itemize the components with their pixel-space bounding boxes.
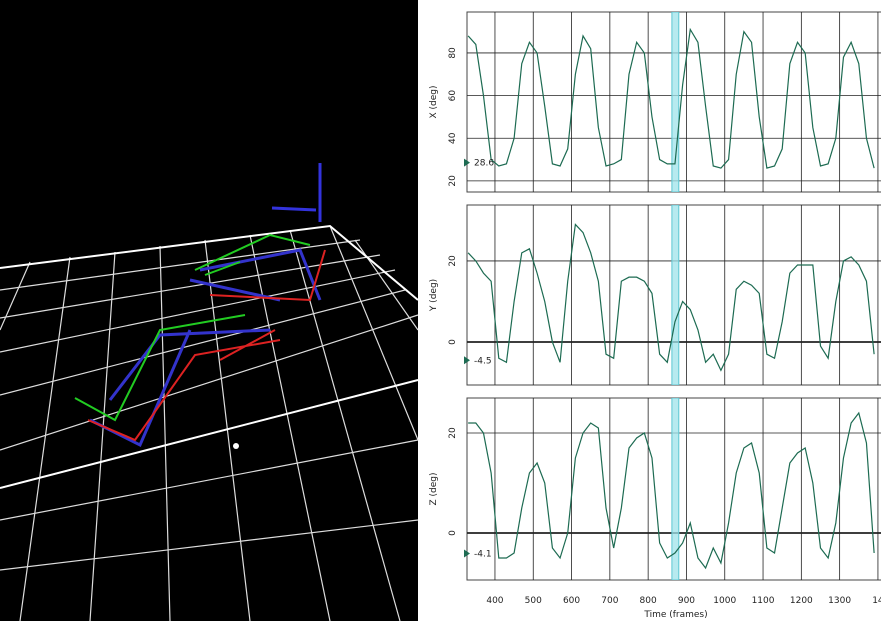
x-axis-label: Time (frames) <box>643 610 707 620</box>
y-axis-label: X (deg) <box>429 85 439 118</box>
x-tick-label: 1000 <box>713 596 736 606</box>
marker-label: -4.1 <box>474 550 492 560</box>
plot <box>467 398 881 580</box>
x-tick-label: 14 <box>872 596 881 606</box>
x-tick-label: 800 <box>640 596 657 606</box>
selection-band <box>671 12 680 192</box>
plot <box>467 205 881 385</box>
x-tick-label: 700 <box>601 596 618 606</box>
y-tick-label: 60 <box>448 90 458 102</box>
marker-label: -4.5 <box>474 356 492 366</box>
selection-band <box>671 205 680 385</box>
value-marker <box>464 356 470 365</box>
x-tick-label: 1200 <box>790 596 813 606</box>
x-tick-label: 400 <box>486 596 503 606</box>
y-tick-label: 0 <box>448 339 458 345</box>
y-tick-label: 0 <box>448 530 458 536</box>
y-tick-label: 20 <box>448 255 458 267</box>
x-tick-label: 500 <box>525 596 542 606</box>
value-marker <box>464 158 470 167</box>
y-axis-label: Z (deg) <box>429 472 439 505</box>
plot <box>467 12 881 192</box>
y-tick-label: 20 <box>448 175 458 187</box>
series-line <box>467 223 875 372</box>
x-tick-label: 1100 <box>752 596 775 606</box>
3d-view <box>0 0 419 621</box>
y-axis-label: Y (deg) <box>429 279 439 312</box>
series-line <box>467 27 875 169</box>
x-tick-label: 600 <box>563 596 580 606</box>
selection-band <box>671 398 680 580</box>
x-tick-label: 1300 <box>828 596 851 606</box>
y-tick-label: 20 <box>448 427 458 439</box>
y-tick-label: 40 <box>448 132 458 144</box>
x-tick-label: 900 <box>678 596 695 606</box>
marker-label: 28.6 <box>474 159 494 169</box>
value-marker <box>464 549 470 558</box>
series-line <box>468 411 875 570</box>
y-tick-label: 80 <box>448 47 458 59</box>
